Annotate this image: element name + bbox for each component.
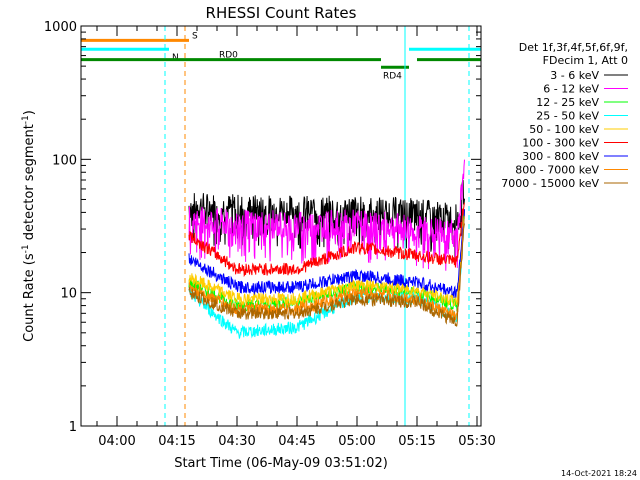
legend-label: 300 - 800 keV — [522, 150, 599, 163]
legend-label: 6 - 12 keV — [543, 83, 599, 96]
series-line-9 — [188, 223, 465, 327]
x-tick-label: 05:30 — [458, 434, 495, 449]
series-line-7 — [188, 209, 465, 298]
legend-label: 3 - 6 keV — [550, 69, 599, 82]
y-tick-label: 1 — [69, 420, 77, 435]
legend-label: 100 - 300 keV — [522, 137, 599, 150]
series-group — [188, 159, 465, 339]
series-line-5 — [188, 210, 465, 307]
flag-label: S — [192, 31, 198, 41]
legend-label: 7000 - 15000 keV — [501, 177, 599, 190]
x-tick-label: 04:45 — [278, 434, 315, 449]
y-tick-label: 1000 — [44, 20, 77, 35]
x-tick-label: 04:15 — [158, 434, 195, 449]
x-tick-label: 05:15 — [398, 434, 435, 449]
plot-frame — [80, 25, 482, 427]
x-axis-label: Start Time (06-May-09 03:51:02) — [174, 456, 388, 471]
legend-label: 800 - 7000 keV — [515, 164, 599, 177]
series-line-6 — [188, 202, 465, 278]
legend-header-line-2: FDecim 1, Att 0 — [543, 54, 628, 67]
y-axis-label: Count Rate (s-1 detector segment-1) — [21, 110, 37, 342]
y-tick-label: 100 — [52, 153, 77, 168]
flag-label: RD4 — [383, 71, 402, 81]
legend-label: 25 - 50 keV — [536, 110, 599, 123]
x-tick-label: 05:00 — [338, 434, 375, 449]
x-tick-label: 04:00 — [98, 434, 135, 449]
legend-header-line-1: Det 1f,3f,4f,5f,6f,9f, — [519, 41, 628, 54]
chart-title: RHESSI Count Rates — [206, 4, 357, 22]
series-line-2 — [188, 159, 465, 271]
footer-timestamp: 14-Oct-2021 18:24 — [561, 469, 637, 478]
legend: Det 1f,3f,4f,5f,6f,9f, FDecim 1, Att 0 3… — [501, 41, 628, 190]
flag-label: RD0 — [219, 51, 238, 61]
x-axis: 04:00 04:15 04:30 04:45 05:00 05:15 05:30 — [96, 26, 496, 449]
y-tick-label: 10 — [60, 287, 77, 302]
series-line-1 — [188, 179, 465, 260]
flag-bars: SNRD0RD4 — [81, 31, 481, 81]
legend-label: 50 - 100 keV — [529, 123, 599, 136]
x-tick-label: 04:30 — [218, 434, 255, 449]
y-axis: 1 10 100 1000 — [44, 20, 481, 435]
legend-label: 12 - 25 keV — [536, 96, 599, 109]
